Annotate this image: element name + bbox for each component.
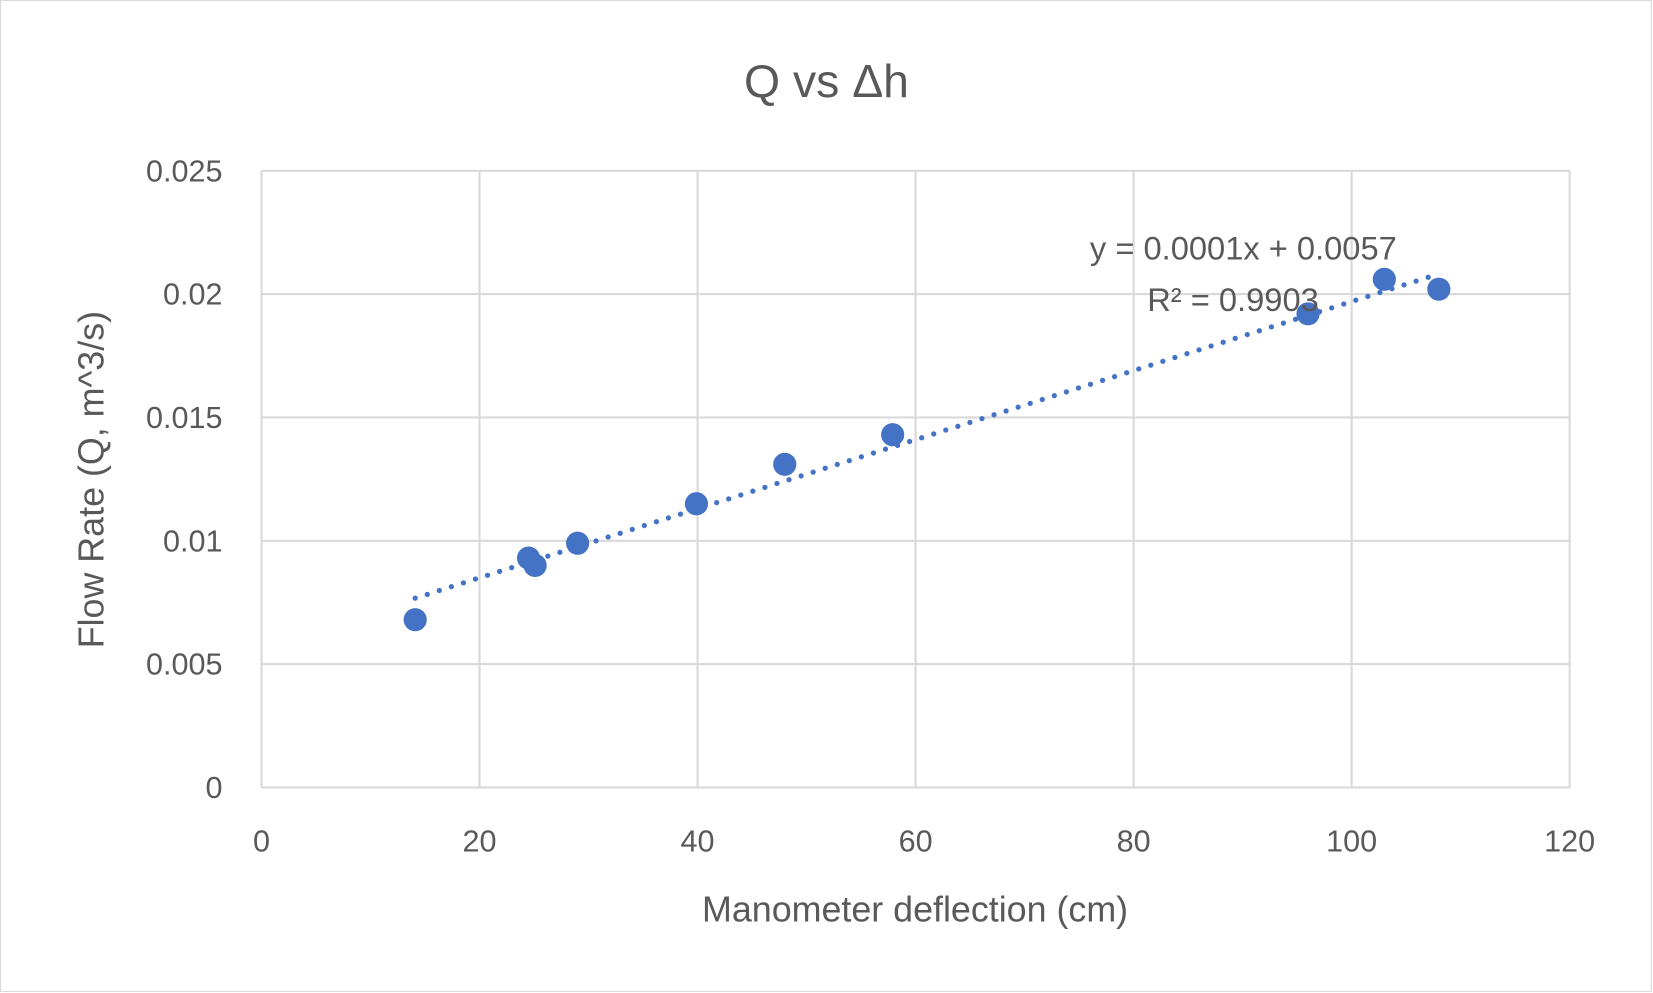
y-tick-label: 0.005: [146, 648, 222, 682]
y-tick-label: 0.01: [163, 524, 222, 558]
gridlines: [260, 169, 1571, 789]
y-axis-ticks: 0 0.005 0.01 0.015 0.02 0.025: [146, 154, 222, 805]
x-tick-label: 0: [253, 825, 270, 859]
y-axis-label: Flow Rate (Q, m^3/s): [71, 311, 111, 648]
x-axis-label: Manometer deflection (cm): [702, 889, 1128, 929]
data-point: [403, 608, 427, 632]
data-point: [1372, 267, 1396, 291]
x-tick-label: 100: [1326, 825, 1377, 859]
data-point: [1296, 302, 1320, 326]
data-point: [684, 492, 709, 516]
data-point: [566, 531, 590, 555]
x-tick-label: 60: [899, 825, 933, 859]
trendline-r2: R² = 0.9903: [1147, 281, 1319, 318]
data-point: [1427, 277, 1451, 301]
data-point: [881, 423, 905, 447]
x-tick-label: 80: [1117, 825, 1151, 859]
y-tick-label: 0.025: [146, 154, 222, 188]
trendline-equation: y = 0.0001x + 0.0057: [1090, 229, 1397, 266]
chart-title: Q vs Δh: [744, 55, 909, 107]
y-tick-label: 0.015: [146, 401, 222, 435]
y-tick-label: 0: [205, 771, 222, 805]
data-point: [523, 553, 547, 578]
x-tick-label: 40: [681, 825, 715, 859]
data-point: [773, 452, 797, 476]
x-tick-label: 20: [463, 825, 497, 859]
x-axis-ticks: 0 20 40 60 80 100 120: [253, 825, 1595, 859]
data-points: [403, 267, 1451, 632]
y-tick-label: 0.02: [163, 278, 222, 312]
x-tick-label: 120: [1544, 825, 1595, 859]
